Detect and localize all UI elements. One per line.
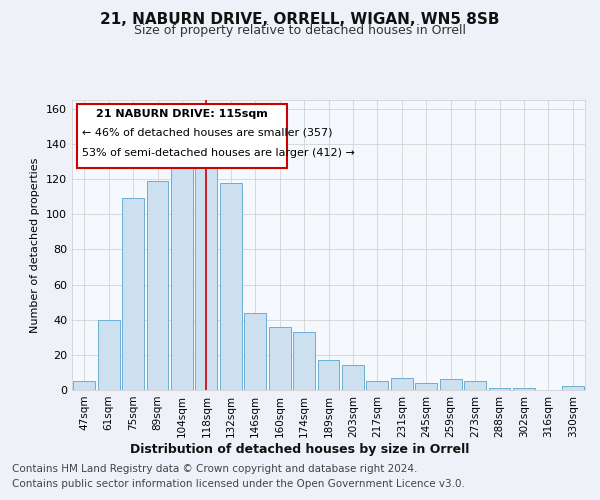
Text: 21, NABURN DRIVE, ORRELL, WIGAN, WN5 8SB: 21, NABURN DRIVE, ORRELL, WIGAN, WN5 8SB xyxy=(100,12,500,28)
Bar xyxy=(317,360,340,390)
Bar xyxy=(122,198,144,390)
Bar xyxy=(464,381,486,390)
Bar xyxy=(73,381,95,390)
Bar xyxy=(342,366,364,390)
Bar xyxy=(293,332,315,390)
Bar xyxy=(196,167,217,390)
Text: ← 46% of detached houses are smaller (357): ← 46% of detached houses are smaller (35… xyxy=(82,128,333,138)
Text: 53% of semi-detached houses are larger (412) →: 53% of semi-detached houses are larger (… xyxy=(82,148,355,158)
Bar xyxy=(146,181,169,390)
Bar xyxy=(488,388,511,390)
Text: Contains public sector information licensed under the Open Government Licence v3: Contains public sector information licen… xyxy=(12,479,465,489)
Bar xyxy=(562,386,584,390)
Bar xyxy=(367,381,388,390)
Bar xyxy=(513,388,535,390)
Bar xyxy=(220,182,242,390)
Y-axis label: Number of detached properties: Number of detached properties xyxy=(31,158,40,332)
Bar xyxy=(269,326,290,390)
Bar xyxy=(391,378,413,390)
Text: 21 NABURN DRIVE: 115sqm: 21 NABURN DRIVE: 115sqm xyxy=(97,108,268,118)
Bar xyxy=(98,320,119,390)
Bar xyxy=(171,165,193,390)
FancyBboxPatch shape xyxy=(77,104,287,168)
Text: Distribution of detached houses by size in Orrell: Distribution of detached houses by size … xyxy=(130,442,470,456)
Text: Size of property relative to detached houses in Orrell: Size of property relative to detached ho… xyxy=(134,24,466,37)
Text: Contains HM Land Registry data © Crown copyright and database right 2024.: Contains HM Land Registry data © Crown c… xyxy=(12,464,418,474)
Bar xyxy=(415,383,437,390)
Bar xyxy=(244,312,266,390)
Bar xyxy=(440,380,461,390)
